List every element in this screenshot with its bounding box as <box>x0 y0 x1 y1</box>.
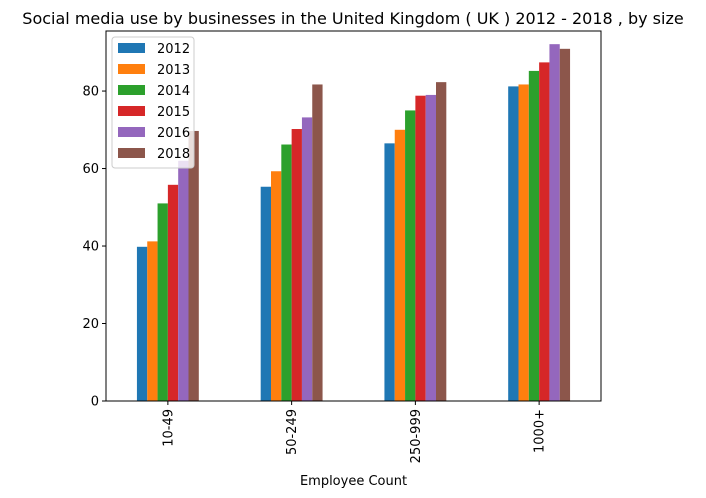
x-tick-label: 10-49 <box>161 409 176 447</box>
bar-2016-1000+ <box>549 44 560 401</box>
bar-2016-10-49 <box>178 160 189 401</box>
bar-2015-50-249 <box>291 129 302 401</box>
bars-group <box>136 44 571 402</box>
y-tick-label: 60 <box>82 162 99 177</box>
legend-label-2014: 2014 <box>157 84 190 99</box>
legend-swatch-2018 <box>118 148 145 158</box>
bar-2018-250-999 <box>436 82 447 401</box>
bar-2016-50-249 <box>301 117 313 402</box>
legend-swatch-2014 <box>118 85 145 95</box>
bar-2012-1000+ <box>508 86 519 402</box>
bar-2013-1000+ <box>518 84 529 401</box>
y-tick-label: 80 <box>82 85 99 100</box>
legend-swatch-2013 <box>118 64 145 74</box>
bar-2015-10-49 <box>167 184 179 401</box>
bar-2014-10-49 <box>157 203 168 401</box>
bar-2018-10-49 <box>188 130 199 401</box>
y-tick-label: 0 <box>91 395 99 410</box>
plot-frame <box>105 30 602 402</box>
bar-2015-250-999 <box>415 95 426 401</box>
legend-swatch-2015 <box>118 106 145 116</box>
x-tick-label: 50-249 <box>285 409 300 455</box>
bar-2013-50-249 <box>271 171 282 401</box>
x-tick-label: 1000+ <box>533 409 548 453</box>
x-axis-label: Employee Count <box>300 474 407 489</box>
legend-swatch-2012 <box>118 43 145 53</box>
y-axis: 0 20 40 60 80 <box>82 85 106 410</box>
bar-2012-50-249 <box>260 186 271 401</box>
bar-2012-10-49 <box>136 246 148 401</box>
legend-label-2018: 2018 <box>157 147 190 162</box>
bar-2018-50-249 <box>312 84 323 401</box>
bar-2014-250-999 <box>405 110 416 402</box>
bar-2015-1000+ <box>539 62 550 401</box>
bar-2014-1000+ <box>528 70 540 401</box>
legend-swatch-2016 <box>118 127 145 137</box>
y-tick-label: 40 <box>82 240 99 255</box>
legend: 2012 2013 2014 2015 2016 2018 <box>111 36 195 169</box>
bar-2012-250-999 <box>384 143 395 401</box>
legend-label-2013: 2013 <box>157 63 190 78</box>
bar-2013-10-49 <box>147 241 158 401</box>
bar-2018-1000+ <box>559 48 571 401</box>
legend-label-2015: 2015 <box>157 105 190 120</box>
bar-2013-250-999 <box>394 129 406 401</box>
y-tick-label: 20 <box>82 317 99 332</box>
bar-2014-50-249 <box>281 144 292 402</box>
x-tick-label: 250-999 <box>409 409 424 463</box>
legend-label-2016: 2016 <box>157 126 190 141</box>
x-axis: 10-49 50-249 250-999 1000+ <box>161 401 548 463</box>
chart-title: Social media use by businesses in the Un… <box>22 9 683 28</box>
legend-label-2012: 2012 <box>157 42 190 57</box>
bar-2016-250-999 <box>425 94 436 402</box>
